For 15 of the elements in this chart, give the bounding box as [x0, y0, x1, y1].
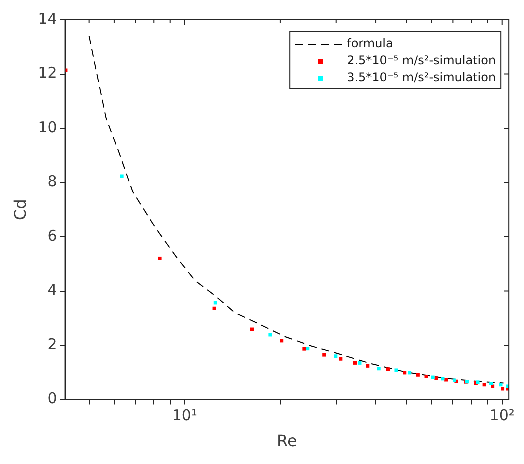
y-tick-label: 14 — [38, 10, 58, 28]
legend-label: formula — [347, 36, 394, 51]
x-tick-label: 10² — [490, 406, 515, 425]
y-axis-title: Cd — [10, 199, 30, 221]
legend-label: 3.5*10⁻⁵ m/s²-simulation — [347, 70, 496, 85]
y-tick-label: 12 — [38, 64, 58, 82]
y-tick-label: 4 — [48, 281, 58, 300]
y-tick-label: 10 — [38, 118, 58, 136]
y-tick-label: 2 — [48, 335, 58, 354]
y-tick-label: 6 — [48, 226, 58, 245]
x-tick-label: 10¹ — [172, 406, 198, 425]
legend-label: 2.5*10⁻⁵ m/s²-simulation — [347, 54, 496, 68]
x-axis-title: Re — [277, 432, 298, 451]
y-tick-label: 8 — [48, 172, 58, 191]
y-tick-label: 0 — [48, 390, 58, 408]
